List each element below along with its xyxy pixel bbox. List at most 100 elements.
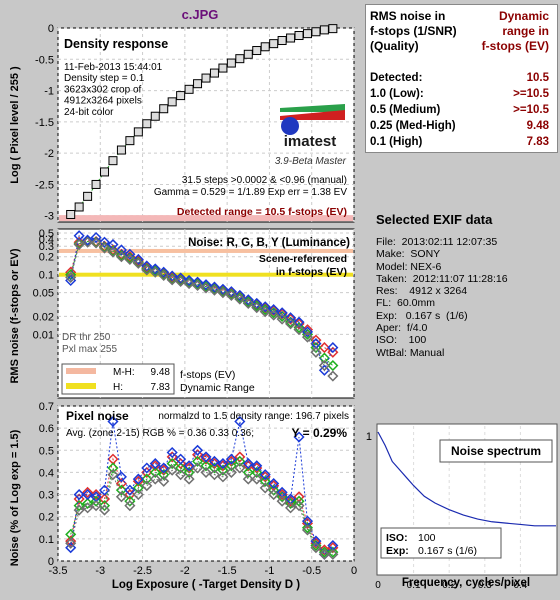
pixel-noise-point-b: [242, 458, 254, 470]
pixel-noise-point-b: [268, 477, 280, 490]
density-step-marker: [286, 33, 296, 43]
spectrum-x-tick: 0.2: [442, 580, 456, 591]
density-step-marker: [243, 49, 253, 59]
y-tick-label: 0.2: [39, 512, 54, 524]
density-info: 11-Feb-2013 15:44:01: [64, 62, 163, 73]
noise-point-y: [268, 309, 280, 321]
legend-swatch-mh: [66, 368, 96, 374]
noise-point-y: [208, 284, 221, 296]
y-tick-label: 0.5: [39, 445, 54, 457]
noise-point-r: [327, 346, 339, 358]
noise-annotation: in f-stops (EV): [276, 266, 347, 278]
pixel-noise-point-g: [82, 497, 94, 509]
y-tick-label: 0.2: [39, 252, 54, 264]
density-step-marker: [150, 111, 160, 121]
noise-point-g: [115, 249, 127, 262]
x-tick-label: -1.5: [218, 565, 237, 577]
quality-band-medhigh: [59, 248, 353, 253]
pixel-noise-point-y: [124, 500, 136, 512]
y-tick-label: 0.6: [39, 423, 54, 435]
y-tick-label: 0.05: [33, 288, 54, 300]
noise-point-y: [107, 246, 119, 258]
density-info: 3623x302 crop of: [64, 84, 142, 95]
rms-row-label: Detected:: [370, 72, 423, 84]
exif-line: ISO: 100: [376, 334, 427, 347]
x-tick-label: 0: [351, 565, 357, 577]
pixel-noise-point-b: [234, 415, 246, 428]
rms-row-detected: Detected: 10.5: [370, 71, 553, 86]
density-step-marker: [277, 36, 287, 46]
spectrum-info-box: [380, 527, 502, 559]
pixel-noise-point-y: [276, 495, 288, 507]
pixel-noise-point-b: [293, 431, 305, 443]
noise-series-line-y: [70, 241, 334, 377]
rms-row-value: 9.48: [526, 120, 549, 132]
density-step-marker: [302, 29, 312, 39]
density-step-marker: [328, 24, 338, 34]
spectrum-x-tick: 0.1: [407, 580, 421, 591]
legend-mh-value: 9.48: [151, 367, 171, 378]
exif-line: Exp: 0.167 s (1/6): [376, 309, 468, 322]
rms-table-header-right: Dynamic range in f-stops (EV): [481, 9, 549, 53]
exif-title: Selected EXIF data: [376, 212, 493, 227]
density-step-marker: [209, 68, 219, 78]
pixel-noise-title: Pixel noise: [66, 409, 129, 423]
y-tick-label: 0: [48, 23, 54, 35]
version-label: 3.9-Beta Master: [275, 156, 347, 167]
noise-point-y: [166, 274, 178, 286]
noise-point-b: [115, 244, 127, 256]
pixel-noise-point-g: [183, 466, 195, 478]
rms-row-label: 1.0 (Low):: [370, 88, 424, 100]
legend-note: f-stops (EV): [180, 369, 235, 381]
noise-point-b: [132, 253, 144, 266]
exif-line: WtBal: Manual: [376, 346, 445, 359]
x-tick-label: -3.5: [49, 565, 68, 577]
spectrum-iso-value: 100: [418, 532, 436, 544]
quality-band-high: [59, 272, 353, 277]
detected-range-band: [59, 215, 353, 222]
logo-sphere-icon: [281, 117, 299, 135]
density-step-marker: [184, 84, 194, 94]
spectrum-x-tick: 0.3: [478, 580, 492, 591]
pixel-noise-point-b: [208, 455, 221, 467]
spectrum-iso-label: ISO:: [386, 532, 408, 544]
legend-h-value: 7.83: [151, 382, 171, 393]
density-y-axis-label: Log ( Pixel level / 255 ): [9, 66, 21, 184]
density-step-marker: [269, 39, 279, 49]
pixel-noise-point-y: [183, 473, 195, 485]
pixel-noise-point-y: [318, 548, 330, 560]
exif-line: Make: SONY: [376, 248, 441, 261]
pixel-noise-point-y: [310, 542, 322, 554]
noise-point-g: [318, 352, 330, 364]
density-step-marker: [74, 202, 84, 212]
rms-row-label: 0.25 (Med-High): [370, 120, 456, 132]
logo-text: imatest: [284, 133, 337, 150]
pixel-noise-point-y: [166, 464, 178, 476]
density-step-marker: [218, 63, 228, 73]
density-step-marker: [167, 97, 177, 107]
noise-point-b: [234, 289, 246, 301]
noise-point-b: [225, 286, 237, 298]
pixel-noise-line-b: [70, 421, 334, 556]
rms-row-high: 0.1 (High) 7.83: [370, 135, 553, 150]
y-tick-label: -0.5: [35, 54, 54, 66]
pixel-noise-point-y: [268, 489, 280, 501]
noise-point-b: [276, 307, 288, 319]
noise-point-y: [310, 346, 322, 358]
pixel-noise-point-y: [301, 524, 314, 536]
density-step-marker: [133, 127, 143, 137]
pixel-noise-point-y: [107, 469, 119, 481]
pixel-noise-point-y: [242, 473, 254, 485]
noise-point-r: [166, 271, 178, 283]
density-step-marker: [91, 179, 101, 189]
pixel-noise-point-y: [98, 504, 111, 516]
pixel-noise-point-r: [82, 486, 94, 498]
pixel-noise-point-b: [191, 444, 204, 456]
y-tick-label: 0: [48, 556, 54, 568]
rms-row-value: >=10.5: [513, 88, 549, 100]
pixel-noise-subtitle: normalzd to 1.5 density range: 196.7 pix…: [158, 411, 349, 422]
noise-point-b: [200, 279, 212, 291]
noise-point-y: [158, 269, 170, 282]
spectrum-y-tick: 1: [366, 431, 372, 443]
noise-point-b: [217, 283, 229, 295]
